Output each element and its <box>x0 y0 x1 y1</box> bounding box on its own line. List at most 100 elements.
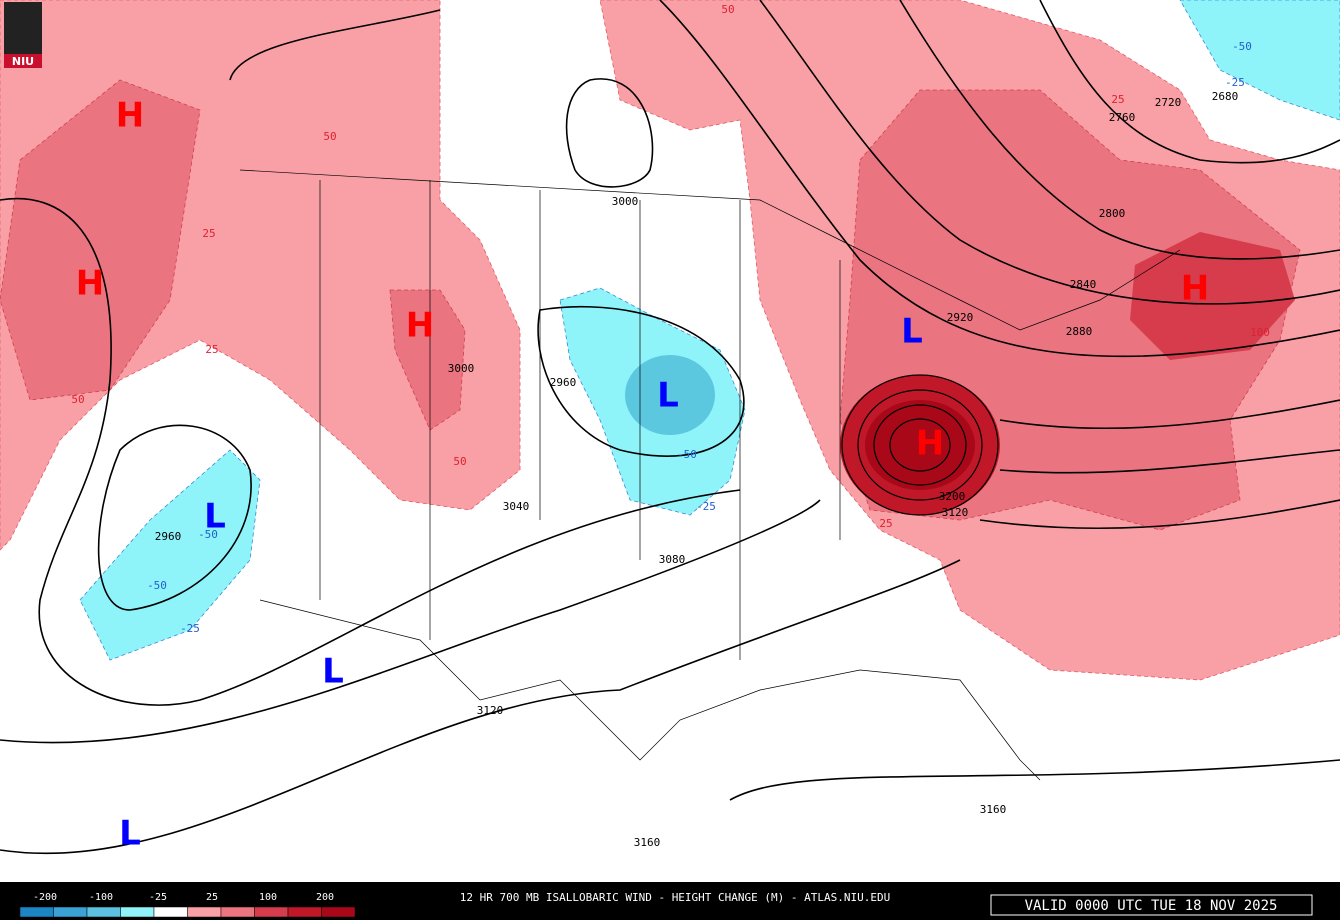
legend-swatch <box>254 906 289 918</box>
legend-label: 100 <box>259 892 277 903</box>
rise-max-northeast <box>1130 232 1295 360</box>
contour-label: 3160 <box>634 836 661 849</box>
contour <box>565 78 654 188</box>
height-change-label: 25 <box>205 343 218 356</box>
contour <box>1039 0 1340 164</box>
legend-label: -25 <box>149 892 167 903</box>
fall-core-plains <box>625 355 715 435</box>
map-title: 12 HR 700 MB ISALLOBARIC WIND - HEIGHT C… <box>460 891 890 904</box>
fall-area-west <box>79 449 261 661</box>
contour-label: 2920 <box>947 311 974 324</box>
legend-swatch <box>220 906 255 918</box>
logo-text: NIU <box>12 55 34 68</box>
legend-label: -100 <box>89 892 113 903</box>
height-change-label: -50 <box>1232 40 1252 53</box>
height-change-label: -50 <box>198 528 218 541</box>
rise-core-west <box>0 79 201 401</box>
contour <box>873 404 967 486</box>
contour <box>0 197 741 706</box>
contour <box>979 499 1340 530</box>
valid-time: VALID 0000 UTC TUE 18 NOV 2025 <box>1025 898 1278 914</box>
legend: -200 -100 -25 25 100 200 <box>19 892 356 918</box>
contour <box>97 424 252 611</box>
legend-swatch <box>187 906 222 918</box>
contour-label: 3120 <box>477 704 504 717</box>
contour <box>0 499 821 744</box>
height-change-label: 25 <box>879 517 892 530</box>
legend-label: 25 <box>206 892 218 903</box>
height-change-label: -50 <box>677 448 697 461</box>
pressure-center: H <box>1181 269 1209 309</box>
contour-label: 3080 <box>659 553 686 566</box>
height-change-label: 50 <box>721 3 734 16</box>
pressure-center: H <box>406 306 434 346</box>
pressure-center: L <box>901 312 923 352</box>
contour-label: 2840 <box>1070 278 1097 291</box>
height-change-label: 50 <box>71 393 84 406</box>
contour <box>889 418 951 472</box>
height-change-label: 25 <box>202 227 215 240</box>
logo-band <box>4 54 42 68</box>
contour-label: 2800 <box>1099 207 1126 220</box>
state-lines <box>319 180 841 660</box>
height-change-label: 50 <box>453 455 466 468</box>
valid-time-box <box>990 894 1313 916</box>
contour <box>841 374 999 516</box>
contour <box>759 0 1340 305</box>
contour-label: 3160 <box>980 803 1007 816</box>
contour-label: 2720 <box>1155 96 1182 109</box>
contour <box>0 559 961 855</box>
contour <box>729 759 1340 801</box>
height-change-label: 50 <box>323 130 336 143</box>
legend-swatch <box>321 906 356 918</box>
legend-label: 200 <box>316 892 334 903</box>
contour-label: 3000 <box>448 362 475 375</box>
height-change-label: 25 <box>1111 93 1124 106</box>
contour-label: 3200 <box>939 490 966 503</box>
rise-max <box>840 232 1295 515</box>
height-change-label: -25 <box>696 500 716 513</box>
legend-swatch <box>53 906 88 918</box>
contour <box>999 449 1340 474</box>
height-change-label: -25 <box>1225 76 1245 89</box>
pressure-center: H <box>916 424 944 464</box>
contour-label: 3120 <box>942 506 969 519</box>
legend-swatch <box>287 906 322 918</box>
pressure-center: H <box>116 96 144 136</box>
us-south-border <box>259 599 1041 781</box>
contour-label: 2960 <box>550 376 577 389</box>
contour-label: 2680 <box>1212 90 1239 103</box>
contour <box>899 0 1340 260</box>
pressure-center: L <box>204 497 226 537</box>
legend-swatch <box>86 906 121 918</box>
height-change-label: -25 <box>180 622 200 635</box>
contour-label: 3000 <box>612 195 639 208</box>
borders <box>239 169 1181 781</box>
legend-swatch <box>19 906 54 918</box>
rise-core-plains <box>389 289 466 431</box>
pressure-center: L <box>657 376 679 416</box>
pressure-center: H <box>76 264 104 304</box>
contour-label: 3040 <box>503 500 530 513</box>
height-change-label: 100 <box>1250 326 1270 339</box>
contour <box>999 399 1340 430</box>
pressure-center: L <box>119 814 141 854</box>
contour-label: 2760 <box>1109 111 1136 124</box>
legend-swatch <box>120 906 155 918</box>
height-change-label: -50 <box>147 579 167 592</box>
legend-swatch <box>153 906 188 918</box>
fall-area-canada <box>1179 0 1340 121</box>
contour <box>857 389 983 501</box>
contour-label: 2880 <box>1066 325 1093 338</box>
ohio-contours <box>841 374 999 516</box>
pressure-center: L <box>322 652 344 692</box>
contour <box>229 9 441 81</box>
rise-peak-ohio <box>865 400 975 490</box>
contour <box>537 305 745 457</box>
height-contours <box>0 0 1340 855</box>
contour-label: 2960 <box>155 530 182 543</box>
us-canada-border <box>239 169 1181 331</box>
contour <box>659 0 1340 358</box>
legend-label: -200 <box>33 892 57 903</box>
